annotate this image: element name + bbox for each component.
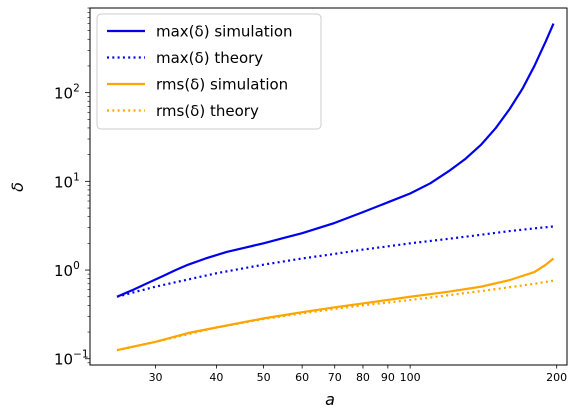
x-tick-label: 70 [328,371,342,384]
series-layer [116,23,555,352]
y-tick-label: 102 [54,83,80,103]
x-tick-label: 60 [295,371,309,384]
x-tick-label: 30 [149,371,163,384]
y-tick-label: 101 [54,171,80,191]
legend-label: max(δ) simulation [156,23,293,41]
series-line-1 [116,225,554,298]
x-tick-label: 80 [356,371,370,384]
x-tick-label: 50 [257,371,271,384]
y-tick-label: 100 [54,260,80,280]
x-axis-label: a [325,390,335,409]
axes-layer: 30 40 50 60 70 80 90 100 200 10−1 100 101 102 [54,7,567,384]
legend-box [96,13,322,130]
x-tick-label: 100 [400,371,421,384]
legend: max(δ) simulation max(δ) theory rms(δ) sim… [96,13,322,130]
legend-label: max(δ) theory [156,49,263,67]
series-line-2 [116,257,555,352]
x-tick-label: 90 [381,371,395,384]
x-tick-label: 200 [546,371,567,384]
series-line-0 [116,23,555,298]
y-axis-label: δ [8,182,27,192]
x-tick-label: 40 [209,371,223,384]
y-tick-label: 10−1 [54,349,89,369]
legend-label: rms(δ) simulation [156,76,288,94]
legend-label: rms(δ) theory [156,102,259,120]
plot-frame [89,7,568,366]
series-line-3 [116,279,554,352]
